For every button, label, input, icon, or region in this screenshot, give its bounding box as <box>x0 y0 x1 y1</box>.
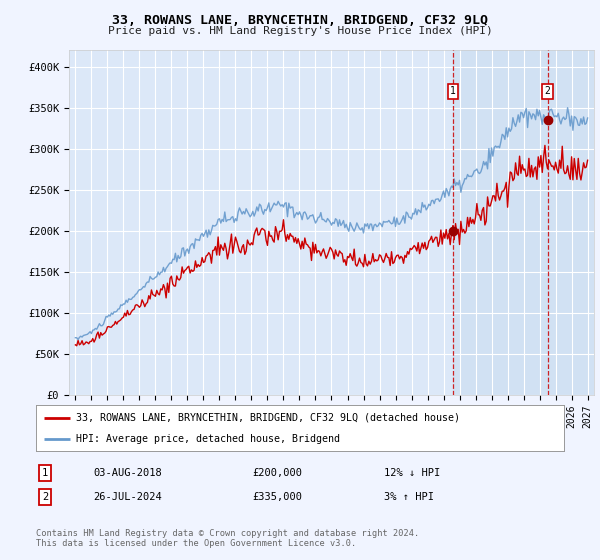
Text: 2: 2 <box>42 492 48 502</box>
Text: Price paid vs. HM Land Registry's House Price Index (HPI): Price paid vs. HM Land Registry's House … <box>107 26 493 36</box>
Text: Contains HM Land Registry data © Crown copyright and database right 2024.
This d: Contains HM Land Registry data © Crown c… <box>36 529 419 548</box>
Bar <box>453 50 594 395</box>
Text: 33, ROWANS LANE, BRYNCETHIN, BRIDGEND, CF32 9LQ: 33, ROWANS LANE, BRYNCETHIN, BRIDGEND, C… <box>112 13 488 27</box>
Text: 3% ↑ HPI: 3% ↑ HPI <box>384 492 434 502</box>
Text: 1: 1 <box>450 86 456 96</box>
Text: 12% ↓ HPI: 12% ↓ HPI <box>384 468 440 478</box>
Text: 2: 2 <box>545 86 551 96</box>
Text: £200,000: £200,000 <box>252 468 302 478</box>
Text: 1: 1 <box>42 468 48 478</box>
Text: HPI: Average price, detached house, Bridgend: HPI: Average price, detached house, Brid… <box>76 435 340 444</box>
Text: 03-AUG-2018: 03-AUG-2018 <box>93 468 162 478</box>
Bar <box>548 50 594 395</box>
Text: £335,000: £335,000 <box>252 492 302 502</box>
Text: 26-JUL-2024: 26-JUL-2024 <box>93 492 162 502</box>
Text: 33, ROWANS LANE, BRYNCETHIN, BRIDGEND, CF32 9LQ (detached house): 33, ROWANS LANE, BRYNCETHIN, BRIDGEND, C… <box>76 413 460 423</box>
